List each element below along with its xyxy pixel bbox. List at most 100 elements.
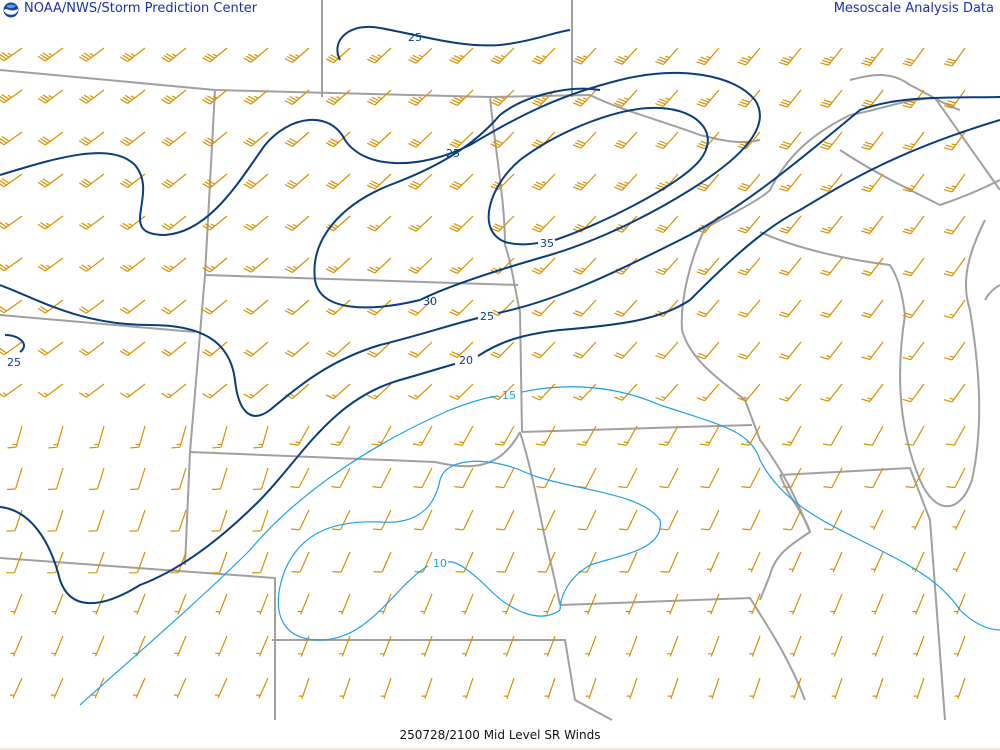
wind-barb: [778, 383, 802, 402]
wind-barb: [572, 47, 597, 65]
wind-barb: [37, 47, 64, 62]
wind-barb: [380, 635, 392, 657]
wind-barb: [544, 677, 556, 699]
wind-barb: [572, 215, 597, 233]
wind-barb: [577, 467, 597, 489]
wind-barb: [902, 341, 925, 361]
wind-barb: [495, 467, 515, 489]
wind-barb: [945, 425, 966, 446]
wind-barb: [37, 257, 64, 272]
wind-barb: [667, 677, 679, 699]
wind-barb: [0, 383, 23, 398]
border-line: [0, 314, 196, 333]
wind-barb: [332, 551, 351, 573]
wind-barb: [37, 131, 64, 146]
wind-barb: [408, 341, 433, 358]
wind-barb: [325, 47, 351, 64]
wind-barb: [78, 131, 105, 146]
wind-barb: [861, 383, 884, 403]
wind-barb: [6, 467, 23, 491]
wind-barb: [161, 47, 187, 63]
wind-barb: [490, 89, 515, 107]
contour-label: 25: [446, 147, 460, 160]
wind-barb: [252, 467, 269, 491]
wind-barb: [202, 131, 228, 147]
wind-barb: [737, 131, 761, 150]
wind-barb: [902, 299, 925, 319]
border-line: [0, 557, 276, 720]
wind-barb: [47, 509, 64, 532]
isotach-10: [277, 479, 561, 641]
wind-barb: [820, 173, 843, 192]
wind-barb: [284, 89, 310, 106]
isotach-contours: [0, 25, 1000, 706]
wind-barb: [50, 677, 64, 699]
border-line: [680, 227, 812, 601]
wind-barb: [37, 215, 64, 230]
wind-barb: [379, 593, 392, 615]
wind-barb: [667, 635, 679, 657]
wind-barb: [870, 509, 884, 531]
wind-barb: [88, 467, 105, 491]
wind-barb: [256, 635, 269, 657]
wind-barb: [943, 257, 966, 277]
border-line: [984, 284, 1000, 301]
wind-barb: [325, 257, 351, 274]
wind-barb: [626, 635, 638, 657]
wind-barb: [51, 635, 64, 657]
wind-barb: [78, 173, 105, 188]
wind-barb: [789, 593, 802, 615]
wind-barb: [820, 215, 843, 234]
wind-barb: [133, 593, 146, 615]
wind-barb: [572, 89, 597, 107]
wind-barb: [531, 131, 556, 149]
border-line: [204, 274, 519, 286]
wind-barb: [572, 257, 597, 275]
wind-barb: [902, 383, 925, 403]
wind-barb: [943, 47, 966, 67]
wind-barb: [660, 551, 679, 573]
wind-barb: [170, 509, 187, 532]
wind-barb: [943, 131, 966, 151]
wind-barb: [820, 383, 843, 402]
wind-barb: [490, 341, 515, 359]
wind-barb: [128, 551, 146, 574]
wind-barb: [872, 635, 884, 657]
wind-barb: [861, 299, 884, 319]
header-left-title: NOAA/NWS/Storm Prediction Center: [24, 1, 258, 16]
wind-barb: [536, 467, 556, 489]
wind-barb: [864, 467, 884, 489]
wind-barb: [861, 341, 884, 361]
wind-barb: [421, 677, 433, 699]
wind-barb: [658, 425, 679, 446]
wind-barb: [47, 467, 64, 491]
wind-barb: [408, 173, 433, 190]
wind-barb: [902, 131, 925, 151]
wind-barb: [412, 425, 433, 446]
wind-barb: [943, 173, 966, 193]
wind-barb: [655, 89, 679, 108]
contour-label: 15: [502, 389, 516, 402]
wind-barb: [572, 131, 597, 149]
wind-barb: [373, 551, 392, 573]
wind-barb: [408, 215, 433, 232]
wind-barb: [490, 131, 515, 149]
wind-barb: [367, 257, 392, 274]
wind-barb: [289, 425, 310, 446]
wind-barb: [531, 299, 556, 317]
wind-barb: [778, 89, 802, 108]
wind-barb: [0, 299, 23, 314]
wind-barb: [699, 425, 720, 446]
wind-barb: [708, 635, 720, 657]
wind-barb: [215, 635, 228, 657]
wind-barb: [861, 173, 884, 193]
wind-barb: [243, 89, 269, 105]
wind-barb: [290, 467, 310, 489]
wind-barb: [7, 425, 23, 449]
wind-barb: [911, 509, 925, 531]
wind-barb: [174, 593, 187, 615]
wind-barb: [161, 383, 187, 399]
wind-barb: [251, 551, 269, 574]
wind-barb: [659, 467, 679, 489]
wind-barb: [325, 299, 351, 316]
